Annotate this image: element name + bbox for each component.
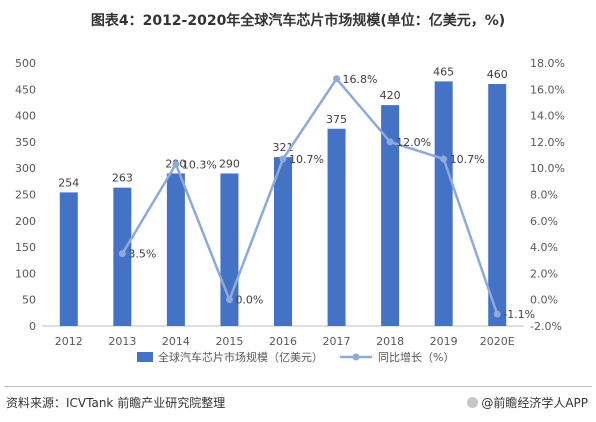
combo-chart: 0 50 100 150 200 250 300 350 400 450 500 -2.0% 0.0% 2…	[15, 57, 565, 364]
left-axis-tick-label: 250	[15, 189, 36, 202]
left-axis-tick-label: 400	[15, 110, 36, 123]
left-axis-tick-label: 350	[15, 136, 36, 149]
growth-point	[386, 138, 394, 146]
bars-group: 254263290290321375420465460	[58, 65, 508, 326]
bar-value-label: 290	[219, 157, 240, 170]
brand-logo-icon	[467, 397, 479, 408]
growth-value-label: 12.0%	[396, 136, 431, 149]
x-axis-tick-label: 2016	[269, 335, 297, 348]
bar	[488, 84, 507, 326]
left-axis-tick-label: 50	[22, 294, 36, 307]
growth-value-label: 10.3%	[182, 158, 217, 171]
bar-value-label: 254	[58, 176, 79, 189]
growth-value-label: 16.8%	[343, 73, 378, 86]
brand-label: @前瞻经济学人APP	[467, 394, 588, 411]
left-axis-tick-label: 300	[15, 162, 36, 175]
left-axis-tick-label: 500	[15, 57, 36, 70]
right-axis-tick-label: 16.0%	[530, 83, 565, 96]
growth-value-label: 0.0%	[235, 294, 263, 307]
left-axis-tick-label: 0	[29, 320, 36, 333]
legend-bar-label: 全球汽车芯片市场规模（亿美元）	[158, 350, 323, 364]
right-axis-tick-label: 12.0%	[530, 136, 565, 149]
right-axis-tick-label: -2.0%	[530, 320, 562, 333]
bar-value-label: 420	[380, 89, 401, 102]
growth-point	[279, 155, 287, 163]
x-axis-tick-label: 2018	[376, 335, 404, 348]
x-axis-tick-label: 2012	[55, 335, 83, 348]
bar-value-label: 465	[433, 65, 454, 78]
legend-bar-swatch	[137, 352, 153, 362]
growth-point	[333, 75, 341, 83]
footer-divider	[4, 386, 592, 387]
growth-value-label: 10.7%	[450, 153, 485, 166]
bar-value-label: 375	[326, 113, 347, 126]
growth-point	[118, 250, 126, 258]
right-axis-tick-label: 2.0%	[530, 267, 558, 280]
bar	[59, 192, 78, 326]
right-axis-tick-label: 8.0%	[530, 189, 558, 202]
line-group: 3.5% 10.3% 0.0% 10.7% 16.8% 12.0% 10.7% -1.1%	[118, 73, 535, 321]
x-axis-tick-label: 2020E	[480, 335, 515, 348]
source-note: 资料来源：ICVTank 前瞻产业研究院整理	[6, 396, 226, 410]
bar	[166, 173, 185, 326]
growth-value-label: -1.1%	[503, 308, 535, 321]
legend-line-marker	[352, 353, 360, 361]
x-axis-tick-label: 2019	[430, 335, 458, 348]
left-axis-tick-label: 200	[15, 215, 36, 228]
growth-point	[440, 155, 448, 163]
x-axis-tick-label: 2014	[162, 335, 190, 348]
left-axis-tick-label: 450	[15, 83, 36, 96]
growth-value-label: 10.7%	[289, 153, 324, 166]
left-axis-tick-label: 150	[15, 241, 36, 254]
right-axis-tick-label: 10.0%	[530, 162, 565, 175]
chart-title: 图表4：2012-2020年全球汽车芯片市场规模(单位：亿美元，%)	[90, 13, 506, 29]
growth-point	[493, 310, 501, 318]
growth-point	[225, 296, 233, 304]
brand-text: @前瞻经济学人APP	[481, 396, 588, 410]
x-axis-tick-label: 2017	[323, 335, 351, 348]
left-axis-tick-label: 100	[15, 267, 36, 280]
right-axis-tick-label: 4.0%	[530, 241, 558, 254]
right-axis-tick-label: 14.0%	[530, 110, 565, 123]
bar	[327, 128, 346, 326]
bar	[434, 81, 453, 326]
right-axis-tick-label: 18.0%	[530, 57, 565, 70]
bar	[381, 105, 400, 326]
x-axis-tick-label: 2013	[108, 335, 136, 348]
bar-value-label: 460	[487, 68, 508, 81]
x-axis-tick-label: 2015	[215, 335, 243, 348]
right-axis-tick-label: 6.0%	[530, 215, 558, 228]
growth-point	[172, 160, 180, 168]
growth-line	[121, 77, 499, 315]
bar-value-label: 263	[112, 172, 133, 185]
right-axis-tick-label: 0.0%	[530, 294, 558, 307]
growth-value-label: 3.5%	[128, 248, 156, 261]
legend-line-label: 同比增长（%）	[378, 350, 454, 364]
bar	[274, 157, 292, 326]
legend: 全球汽车芯片市场规模（亿美元） 同比增长（%）	[137, 350, 454, 364]
